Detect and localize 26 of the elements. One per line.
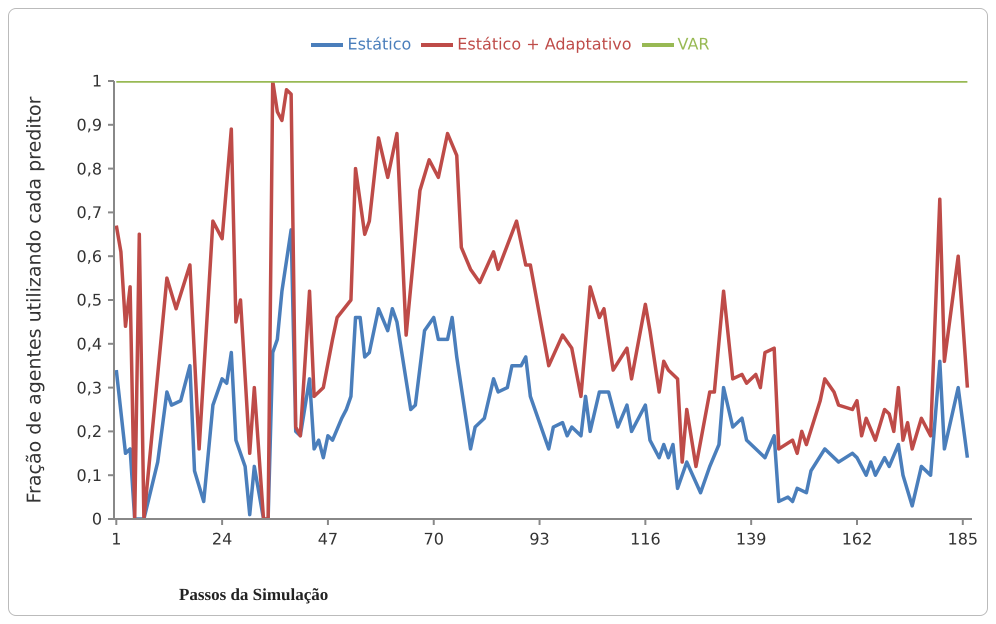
y-tick-label: 0,9 [76, 115, 102, 134]
x-tick-label: 24 [212, 529, 232, 548]
legend-label: Estático + Adaptativo [457, 34, 632, 54]
x-tick-label: 185 [948, 529, 978, 548]
x-tick-label: 116 [630, 529, 661, 548]
x-tick-label: 70 [424, 529, 444, 548]
y-tick-label: 0,2 [76, 422, 102, 442]
y-tick-label: 0,4 [76, 334, 102, 354]
x-tick-label: 1 [111, 529, 122, 548]
line-series [114, 228, 970, 519]
y-tick-label: 0,3 [76, 378, 102, 398]
legend-label: Estático [347, 34, 412, 54]
x-tick-label: 47 [318, 529, 338, 548]
y-tick-label: 0 [92, 510, 102, 529]
x-tick-label: 93 [529, 529, 550, 548]
y-tick-label: 0,7 [76, 203, 102, 222]
y-axis-title: Fração de agentes utilizando cada preditor [24, 96, 46, 504]
legend-label: VAR [678, 34, 710, 54]
y-tick-label: 0,6 [76, 246, 102, 266]
y-tick-label: 0,1 [76, 466, 102, 485]
x-tick-label: 162 [842, 529, 872, 548]
y-tick-label: 1 [92, 72, 102, 91]
y-tick-label: 0,8 [76, 159, 102, 178]
x-tick-label: 139 [736, 529, 766, 548]
x-axis-title: Passos da Simulação [179, 585, 328, 605]
y-tick-label: 0,5 [76, 290, 102, 310]
